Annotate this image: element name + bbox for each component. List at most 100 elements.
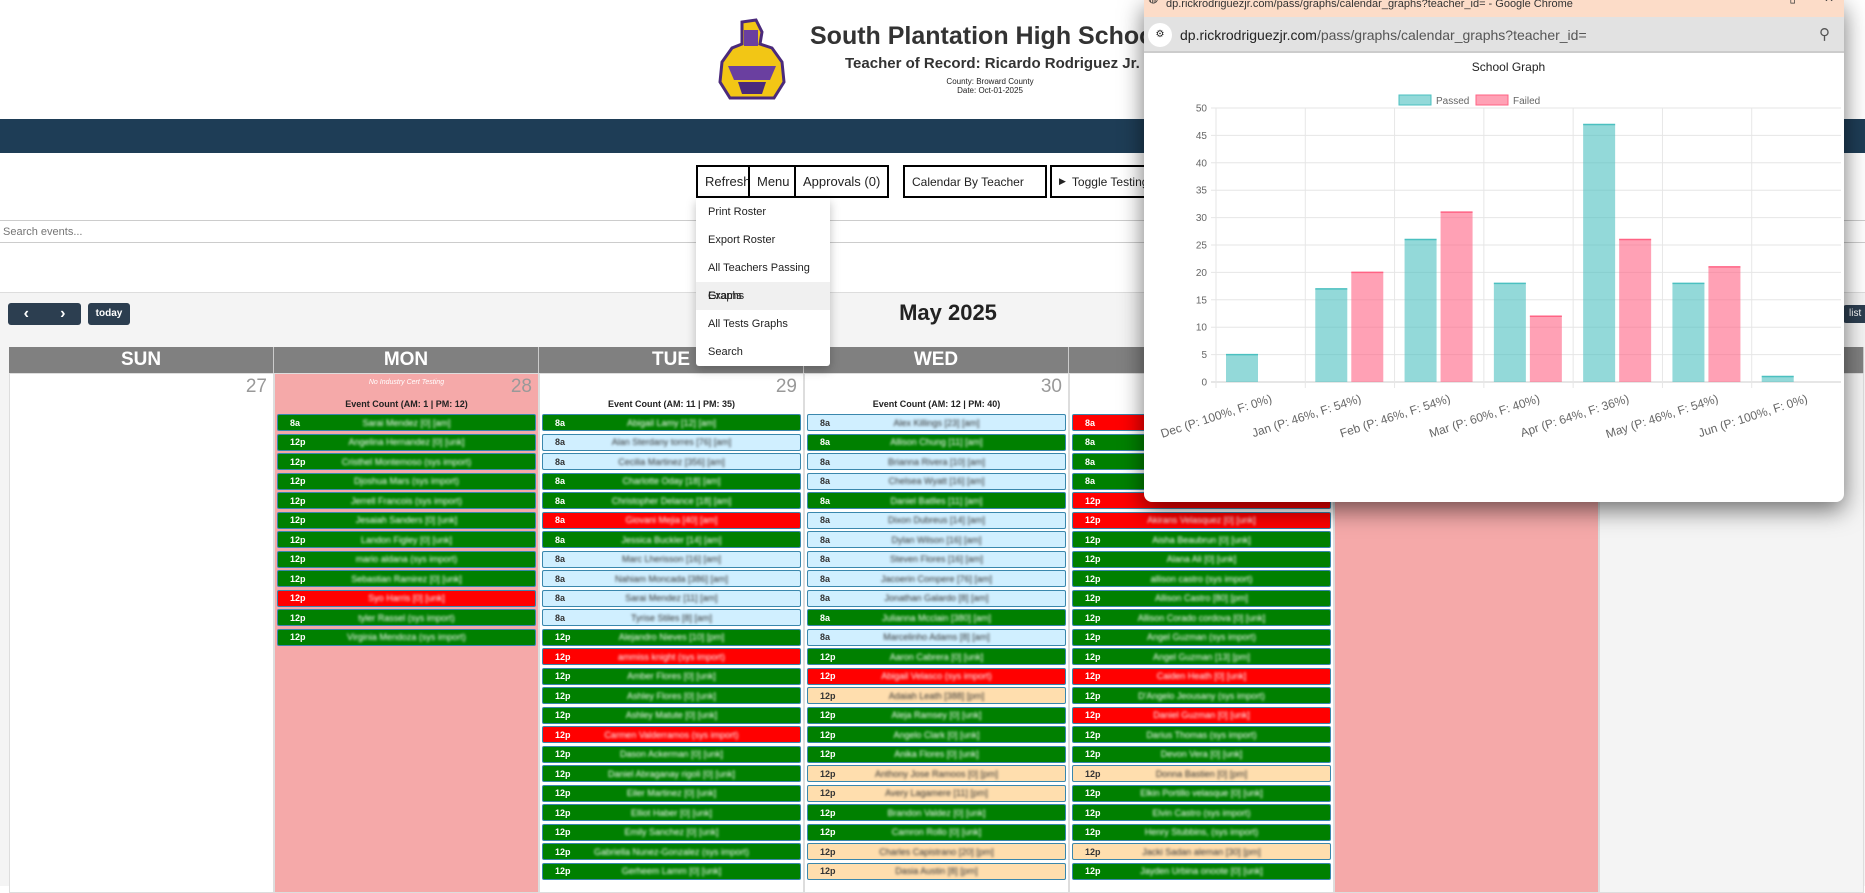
calendar-event[interactable]: 12p Elvin Castro (sys import) xyxy=(1072,804,1331,821)
day-cell[interactable]: 30 Event Count (AM: 12 | PM: 40) 8a Alex Ki… xyxy=(804,373,1069,893)
day-cell[interactable]: 29 Event Count (AM: 11 | PM: 35) 8a Abigail… xyxy=(539,373,804,893)
calendar-event[interactable]: 12p Aleja Ramsey [0] [unk] xyxy=(807,706,1066,724)
calendar-event[interactable]: 12p Jacki Sadan aleman [30] [pm] xyxy=(1072,843,1331,860)
menu-item-export-roster[interactable]: Export Roster xyxy=(708,234,776,246)
calendar-event[interactable]: 8a Jonathan Galardo [8] [am] xyxy=(807,589,1066,607)
bar-passed[interactable] xyxy=(1226,354,1258,382)
calendar-event[interactable]: 12p Jerrell Francois (sys import) xyxy=(277,492,536,509)
calendar-event[interactable]: 12p Daniel Guzman [0] [unk] xyxy=(1072,706,1331,724)
bar-passed[interactable] xyxy=(1493,283,1526,382)
calendar-event[interactable]: 12p Adaiah Leath [388] [pm] xyxy=(807,687,1066,704)
calendar-event[interactable]: 12p Devon Vera [0] [unk] xyxy=(1072,745,1331,763)
day-number[interactable]: 29 xyxy=(775,376,797,397)
calendar-event[interactable]: 12p Angel Guzman (sys import) xyxy=(1072,628,1331,646)
calendar-event[interactable]: 8a Dylan Wilson [16] [am] xyxy=(807,531,1066,548)
bar-failed[interactable] xyxy=(1440,212,1473,382)
calendar-event[interactable]: 8a Nahiam Moncada [386] [am] xyxy=(542,570,801,587)
today-button[interactable]: today xyxy=(88,303,130,325)
calendar-event[interactable]: 12p Dasia Austin [8] [pm] xyxy=(807,862,1066,880)
calendar-event[interactable]: 12p Aisha Beaubrun [0] [unk] xyxy=(1072,531,1331,548)
calendar-event[interactable]: 12p allison castro (sys import) xyxy=(1072,570,1331,587)
close-icon[interactable]: ✕ xyxy=(1824,0,1834,4)
legend-swatch-passed[interactable] xyxy=(1398,94,1432,106)
list-view-button[interactable]: list xyxy=(1843,305,1865,323)
calendar-event[interactable]: 8a Giovani Mejia [40] [am] xyxy=(542,511,801,529)
legend-label-failed[interactable]: Failed xyxy=(1513,96,1540,107)
calendar-event[interactable]: 12p Landon Figley [0] [unk] xyxy=(277,531,536,548)
calendar-event[interactable]: 8a Alan Sterdany torres [76] [am] xyxy=(542,433,801,451)
calendar-event[interactable]: 12p Camron Rollo [0] [unk] xyxy=(807,823,1066,841)
bar-passed[interactable] xyxy=(1672,283,1705,382)
bar-failed[interactable] xyxy=(1529,316,1562,382)
calendar-event[interactable]: 8a Charlotte Oday [18] [am] xyxy=(542,472,801,490)
calendar-event[interactable]: 12p Anthony Jose Ramoos [0] [pm] xyxy=(807,765,1066,782)
calendar-event[interactable]: 8a Chelsea Wyatt [16] [am] xyxy=(807,472,1066,490)
calendar-event[interactable]: 12p Allison Castro [80] [pm] xyxy=(1072,589,1331,607)
calendar-event[interactable]: 12p Sebastian Ramirez [0] [unk] xyxy=(277,570,536,587)
calendar-event[interactable]: 8a Daniel Batlles [11] [am] xyxy=(807,492,1066,509)
calendar-event[interactable]: 8a Steven Flores [16] [am] xyxy=(807,550,1066,568)
calendar-event[interactable]: 12p Ashley Flores [0] [unk] xyxy=(542,687,801,704)
site-settings-icon[interactable]: ⚙ xyxy=(1148,23,1172,47)
calendar-event[interactable]: 8a Julianna Mcclain [380] [am] xyxy=(807,609,1066,626)
bar-passed[interactable] xyxy=(1583,124,1616,382)
bar-passed[interactable] xyxy=(1404,239,1437,382)
bar-failed[interactable] xyxy=(1351,272,1384,382)
calendar-event[interactable]: 12p Jayden Urbina onoote [0] [unk] xyxy=(1072,862,1331,880)
menu-item-print-roster[interactable]: Print Roster xyxy=(708,206,767,218)
menu-item-all-teachers-passing-exams[interactable]: All Teachers Passing Exams xyxy=(708,262,810,302)
calendar-event[interactable]: 12p Angel Guzman [13] [pm] xyxy=(1072,648,1331,665)
calendar-event[interactable]: 12p Emily Sanchez [0] [unk] xyxy=(542,823,801,841)
calendar-event[interactable]: 8a Allison Chung [11] [am] xyxy=(807,433,1066,451)
day-cell[interactable]: 28 No Industry Cert Testing Event Count (A… xyxy=(274,373,539,893)
calendar-event[interactable]: 12p Donna Bastien [0] [pm] xyxy=(1072,765,1331,782)
calendar-event[interactable]: 12p Elkin Portillo velasque [0] [unk] xyxy=(1072,784,1331,802)
calendar-event[interactable]: 8a Christopher Delance [18] [am] xyxy=(542,492,801,509)
bar-failed[interactable] xyxy=(1708,266,1741,382)
prev-month-button[interactable]: ‹ xyxy=(23,305,29,322)
calendar-event[interactable]: 8a Tyrise Stiles [8] [am] xyxy=(542,609,801,626)
calendar-event[interactable]: 12p Virginia Mendoza (sys import) xyxy=(277,628,536,646)
calendar-event[interactable]: 12p Jesaiah Sanders [0] [unk] xyxy=(277,511,536,529)
day-number[interactable]: 30 xyxy=(1040,376,1062,397)
calendar-event[interactable]: 12p Charles Capistrano [20] [pm] xyxy=(807,843,1066,860)
calendar-event[interactable]: 8a Jacoerin Compere [76] [am] xyxy=(807,570,1066,587)
calendar-event[interactable]: 12p Caiden Heath [0] [unk] xyxy=(1072,667,1331,685)
calendar-event[interactable]: 12p Gabriella Nunez-Gonzalez (sys import) xyxy=(542,843,801,860)
day-number[interactable]: 27 xyxy=(245,376,267,397)
calendar-event[interactable]: 12p Brandon Valdez [0] [unk] xyxy=(807,804,1066,821)
calendar-select[interactable]: Calendar By Teacher xyxy=(903,165,1047,198)
url-text[interactable]: dp.rickrodriguezjr.com/pass/graphs/calen… xyxy=(1180,27,1587,43)
calendar-event[interactable]: 12p Alana Ali [0] [unk] xyxy=(1072,550,1331,568)
calendar-event[interactable]: 8a Sarai Mendez [0] [am] xyxy=(277,414,536,431)
calendar-event[interactable]: 12p Dason Ackerman [0] [unk] xyxy=(542,745,801,763)
calendar-event[interactable]: 8a Marcelinho Adams [8] [am] xyxy=(807,628,1066,646)
calendar-event[interactable]: 8a Sarai Mendez [11] [am] xyxy=(542,589,801,607)
address-bar[interactable]: ⚙ dp.rickrodriguezjr.com/pass/graphs/cal… xyxy=(1144,17,1844,53)
legend-label-passed[interactable]: Passed xyxy=(1436,96,1469,107)
calendar-event[interactable]: 12p Abigail Velasco (sys import) xyxy=(807,667,1066,685)
legend-swatch-failed[interactable] xyxy=(1475,94,1509,106)
calendar-event[interactable]: 12p Ashley Matute [0] [unk] xyxy=(542,706,801,724)
menu-item-search[interactable]: Search xyxy=(708,346,743,358)
calendar-event[interactable]: 12p tyler Rassel (sys import) xyxy=(277,609,536,626)
bar-passed[interactable] xyxy=(1761,376,1794,382)
approvals-button[interactable]: Approvals (0) xyxy=(794,165,890,198)
zoom-magnifier-icon[interactable]: ⚲ xyxy=(1819,26,1830,43)
day-number[interactable]: 28 xyxy=(510,376,532,397)
calendar-event[interactable]: 8a Cecilia Martinez [356] [am] xyxy=(542,453,801,470)
bar-passed[interactable] xyxy=(1315,288,1348,382)
calendar-event[interactable]: 12p Cristhel Montemoso (sys import) xyxy=(277,453,536,470)
menu-item-graphs[interactable]: Graphs xyxy=(696,282,830,310)
bar-failed[interactable] xyxy=(1619,239,1652,382)
calendar-event[interactable]: 12p Djoshua Mars (sys import) xyxy=(277,472,536,490)
calendar-event[interactable]: 12p Allison Corado cordova [0] [unk] xyxy=(1072,609,1331,626)
calendar-event[interactable]: 8a Brianna Rivera [10] [am] xyxy=(807,453,1066,470)
next-month-button[interactable]: › xyxy=(60,305,66,322)
calendar-event[interactable]: 12p Henry Stubbins, (sys import) xyxy=(1072,823,1331,841)
maximize-icon[interactable]: ▯ xyxy=(1789,0,1796,4)
calendar-event[interactable]: 8a Dixon Dubreus [14] [am] xyxy=(807,511,1066,529)
calendar-event[interactable]: 12p Darius Thomas (sys import) xyxy=(1072,726,1331,743)
calendar-event[interactable]: 12p Angelina Hernandez [0] [unk] xyxy=(277,433,536,451)
calendar-event[interactable]: 8a Alex Killings [23] [am] xyxy=(807,414,1066,431)
